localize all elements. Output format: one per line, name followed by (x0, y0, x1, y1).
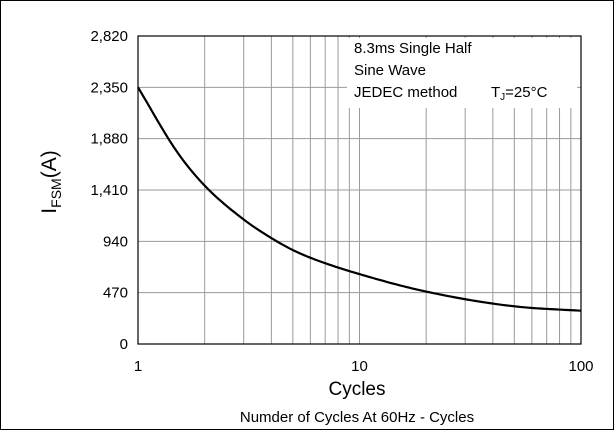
annotation-temp-value: =25°C (505, 84, 547, 101)
y-tick-label: 470 (103, 285, 128, 302)
y-tick-label: 0 (120, 336, 128, 353)
y-tick-label: 1,880 (90, 131, 128, 148)
x-tick-label: 1 (134, 358, 142, 375)
y-tick-label: 1,410 (90, 182, 128, 199)
y-tick-label: 2,820 (90, 28, 128, 45)
y-tick-label: 940 (103, 233, 128, 250)
annotation-line-2: Sine Wave (354, 62, 426, 79)
y-axis-label: IFSM(A) (38, 150, 64, 213)
annotation-temp-symbol: T (491, 84, 500, 101)
annotation-temperature: TJ=25°C (491, 84, 548, 103)
x-axis-label: Cycles (328, 379, 385, 400)
y-axis-label-unit: (A) (38, 150, 61, 178)
annotation-line-1: 8.3ms Single Half (354, 40, 472, 57)
y-tick-label: 2,350 (90, 79, 128, 96)
x-tick-label: 10 (351, 358, 368, 375)
annotation-line-3: JEDEC method (354, 84, 457, 101)
y-axis-label-subscript: FSM (48, 178, 64, 208)
x-axis-caption: Numder of Cycles At 60Hz - Cycles (240, 409, 474, 426)
x-tick-label: 100 (568, 358, 593, 375)
